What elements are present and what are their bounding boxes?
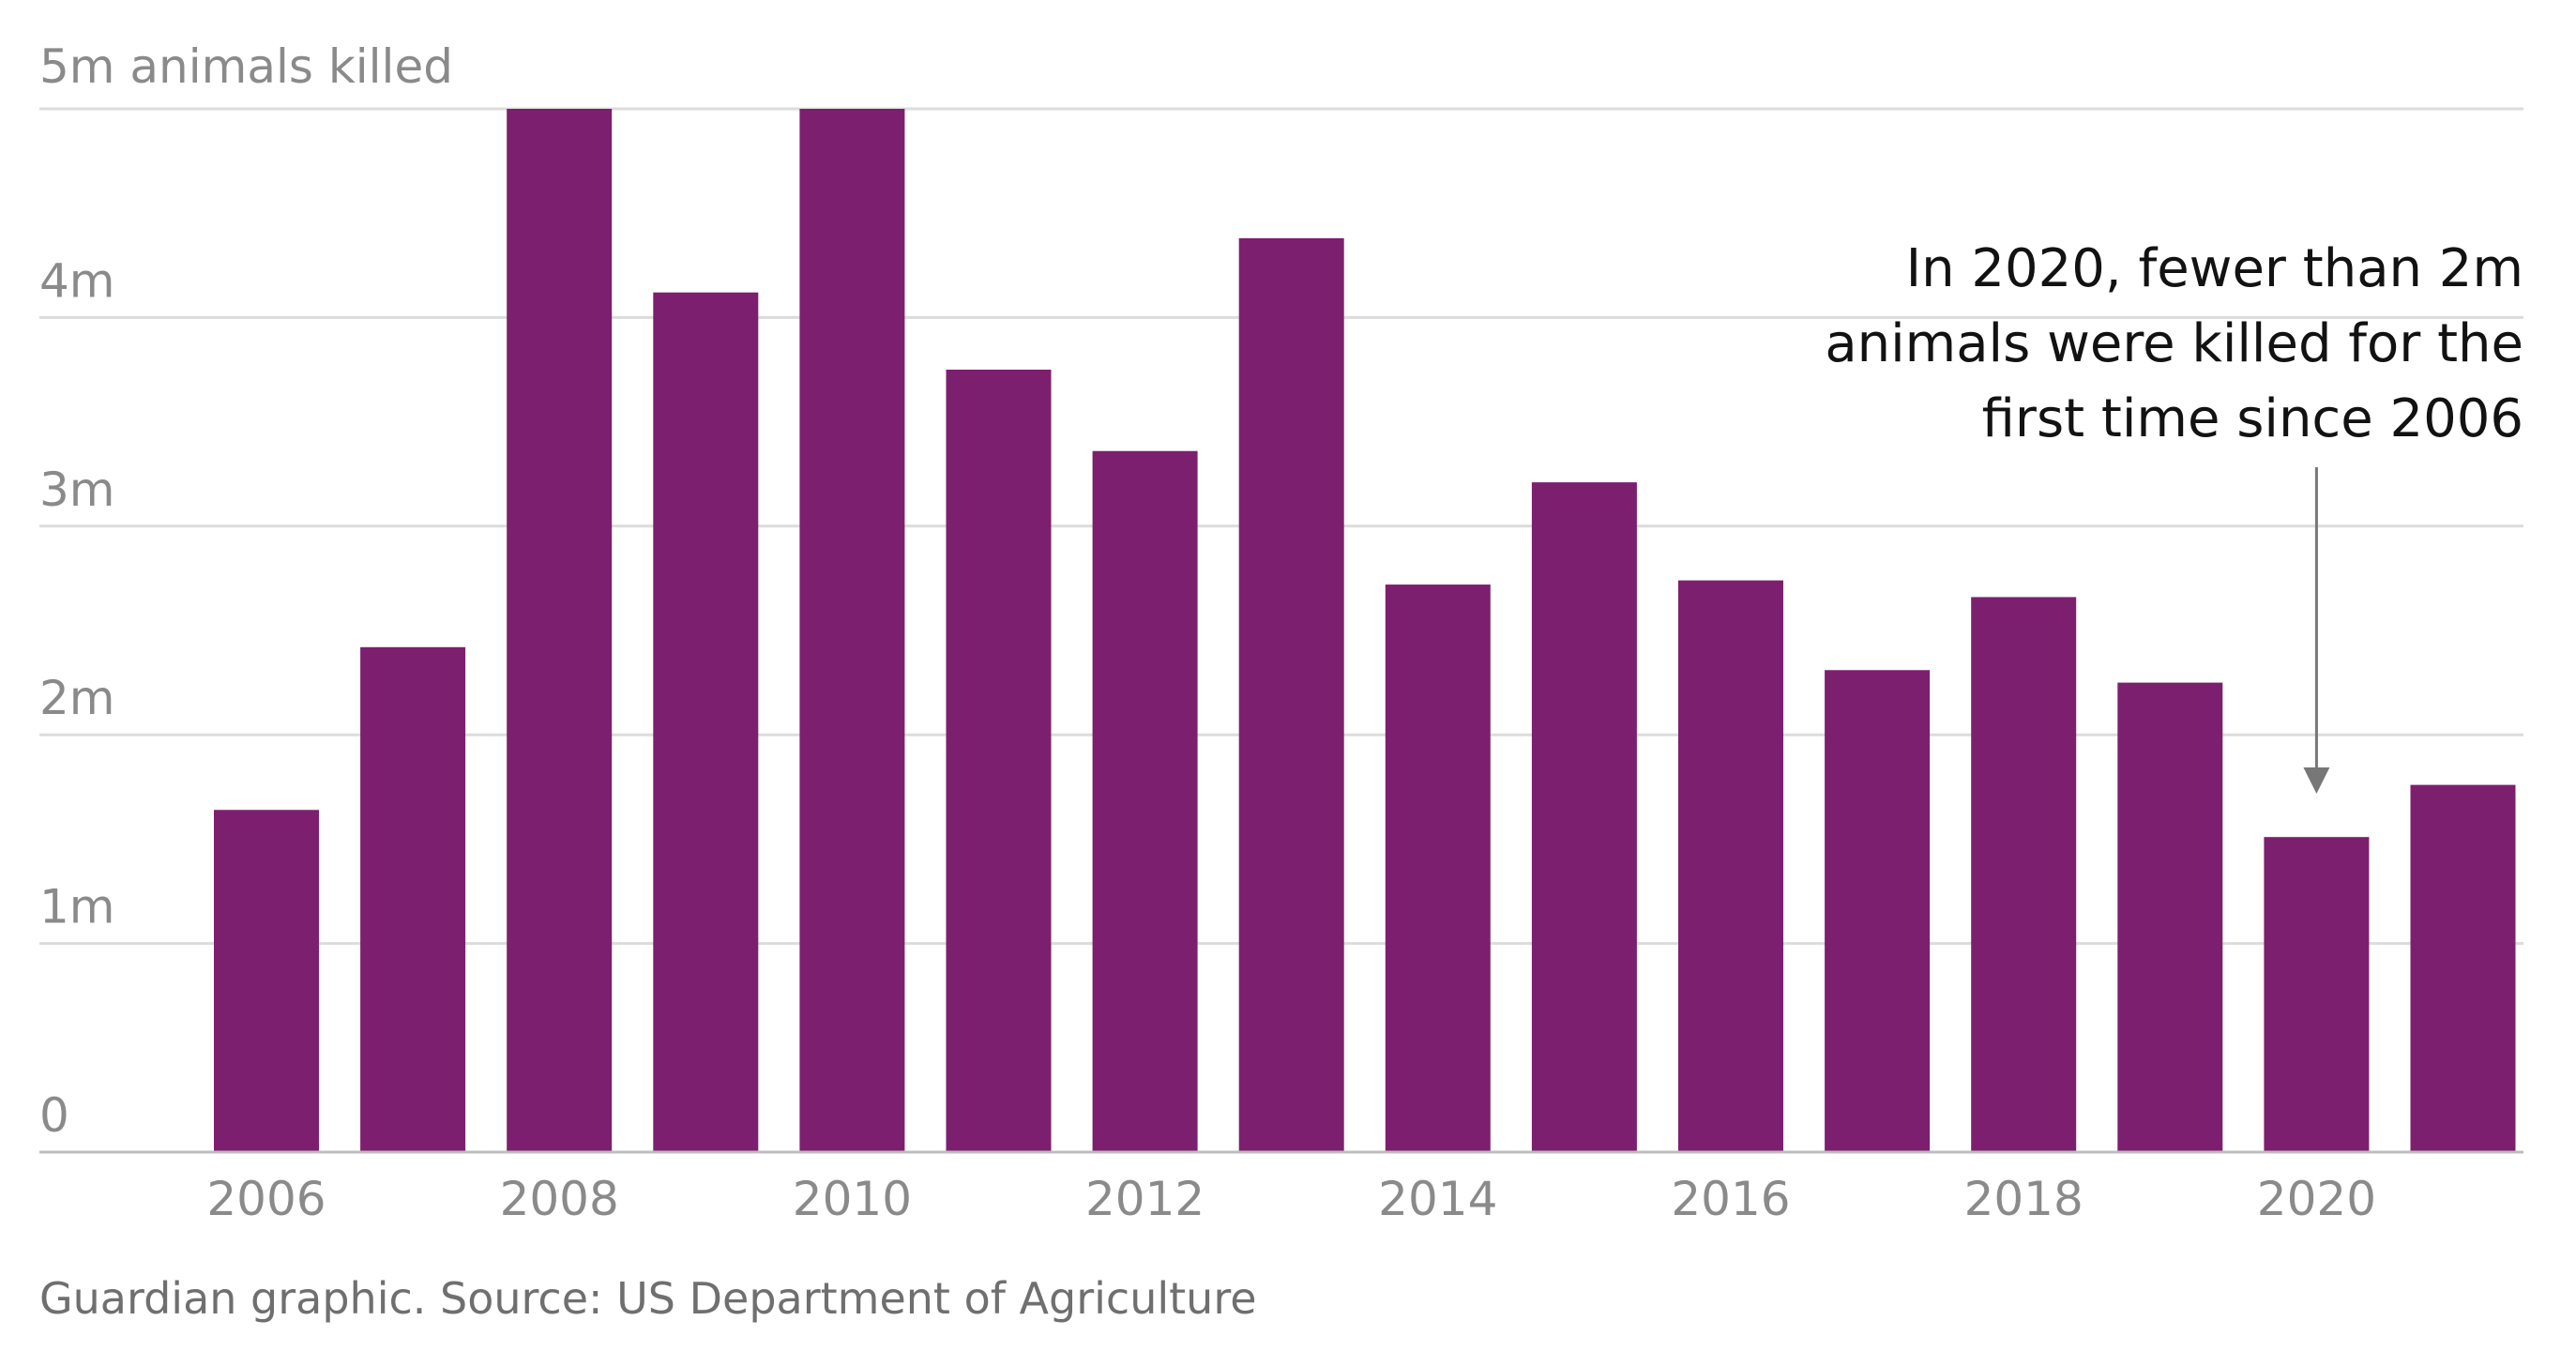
bar-2016 bbox=[1678, 580, 1783, 1152]
bar-2010 bbox=[799, 109, 905, 1152]
bar-2018 bbox=[1971, 597, 2077, 1152]
bar-2006 bbox=[214, 810, 319, 1152]
x-tick-label: 2010 bbox=[793, 1172, 912, 1226]
x-tick-label: 2016 bbox=[1671, 1172, 1790, 1226]
x-tick-label: 2018 bbox=[1964, 1172, 2084, 1226]
y-tick-label: 4m bbox=[39, 253, 115, 308]
bars bbox=[214, 109, 2516, 1153]
bar-2017 bbox=[1825, 670, 1931, 1152]
y-tick-label: 2m bbox=[39, 671, 115, 725]
annotation-arrow-head bbox=[2303, 767, 2330, 794]
y-tick-label: 0 bbox=[39, 1088, 69, 1143]
bar-2019 bbox=[2117, 682, 2223, 1152]
x-tick-label: 2008 bbox=[500, 1172, 619, 1226]
x-tick-label: 2006 bbox=[206, 1172, 326, 1226]
axes: 0 1m 2m 3m 4m 2006 2008 2010 2012 2014 2016 2018 202… bbox=[39, 253, 2523, 1226]
bar-2015 bbox=[1531, 482, 1637, 1152]
bar-2007 bbox=[360, 646, 466, 1152]
bar-2012 bbox=[1092, 450, 1198, 1153]
x-tick-label: 2014 bbox=[1378, 1172, 1497, 1226]
annotation-line: In 2020, fewer than 2m bbox=[1906, 238, 2523, 299]
bar-2008 bbox=[507, 109, 613, 1152]
bar-2014 bbox=[1385, 584, 1491, 1152]
annotation-line: animals were killed for the bbox=[1825, 313, 2523, 374]
source-note: Guardian graphic. Source: US Department … bbox=[39, 1273, 1257, 1324]
annotation-line: first time since 2006 bbox=[1982, 388, 2523, 449]
bar-2020 bbox=[2264, 837, 2370, 1152]
x-tick-label: 2020 bbox=[2257, 1172, 2376, 1226]
y-axis-title: 5m animals killed bbox=[39, 39, 453, 94]
y-tick-label: 1m bbox=[39, 880, 115, 934]
bar-2011 bbox=[946, 370, 1052, 1152]
bar-2009 bbox=[653, 292, 759, 1152]
bar-2021 bbox=[2410, 784, 2516, 1152]
annotation: In 2020, fewer than 2m animals were kille… bbox=[1825, 238, 2523, 794]
bar-2013 bbox=[1238, 237, 1344, 1152]
y-tick-label: 3m bbox=[39, 463, 115, 517]
x-tick-label: 2012 bbox=[1085, 1172, 1205, 1226]
